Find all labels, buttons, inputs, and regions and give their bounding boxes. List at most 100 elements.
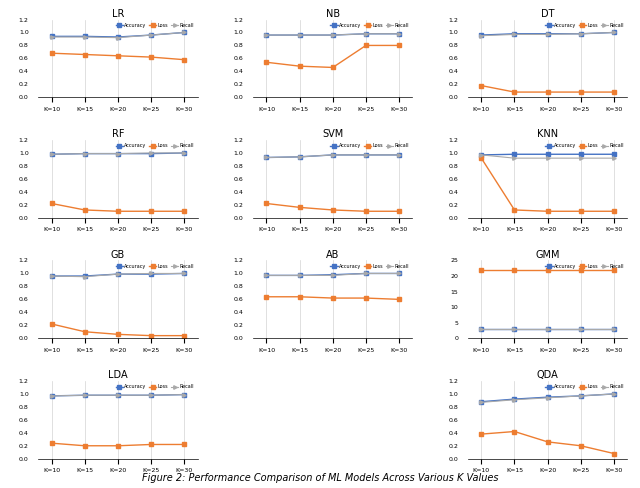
Loss: [610, 267, 618, 273]
Title: GMM: GMM: [536, 250, 560, 260]
Line: Accuracy: Accuracy: [50, 31, 186, 39]
Title: LDA: LDA: [108, 370, 128, 380]
Loss: [577, 208, 584, 214]
Line: Accuracy: Accuracy: [265, 272, 401, 277]
Loss: [610, 450, 618, 456]
Accuracy: [81, 392, 89, 398]
Accuracy: [577, 31, 584, 37]
Accuracy: [329, 272, 337, 278]
Recall: [396, 270, 403, 276]
Loss: [329, 207, 337, 213]
Line: Recall: Recall: [265, 153, 401, 159]
Loss: [48, 201, 56, 206]
Legend: Accuracy, Loss, Recall: Accuracy, Loss, Recall: [330, 142, 410, 149]
Accuracy: [114, 151, 122, 157]
Accuracy: [396, 31, 403, 37]
Line: Loss: Loss: [479, 84, 616, 94]
Line: Recall: Recall: [265, 32, 401, 37]
Recall: [544, 155, 552, 161]
Loss: [180, 208, 188, 214]
Loss: [610, 89, 618, 95]
Recall: [577, 393, 584, 399]
Loss: [114, 208, 122, 214]
Recall: [180, 270, 188, 276]
Line: Loss: Loss: [50, 202, 186, 213]
Recall: [296, 32, 303, 38]
Recall: [396, 31, 403, 37]
Line: Loss: Loss: [50, 442, 186, 447]
Recall: [511, 397, 518, 403]
Loss: [511, 428, 518, 434]
Accuracy: [477, 399, 485, 405]
Legend: Accuracy, Loss, Recall: Accuracy, Loss, Recall: [330, 22, 410, 29]
Loss: [114, 443, 122, 448]
Loss: [544, 208, 552, 214]
Accuracy: [296, 272, 303, 278]
Recall: [147, 150, 155, 156]
Recall: [296, 272, 303, 278]
Line: Recall: Recall: [479, 327, 616, 331]
Accuracy: [180, 270, 188, 276]
Title: KNN: KNN: [537, 129, 558, 139]
Recall: [81, 34, 89, 40]
Loss: [477, 267, 485, 273]
Recall: [511, 155, 518, 161]
Recall: [114, 392, 122, 398]
Loss: [147, 333, 155, 339]
Recall: [48, 393, 56, 399]
Loss: [296, 294, 303, 300]
Recall: [329, 32, 337, 38]
Loss: [362, 295, 370, 301]
Accuracy: [329, 152, 337, 158]
Title: GB: GB: [111, 250, 125, 260]
Title: AB: AB: [326, 250, 339, 260]
Legend: Accuracy, Loss, Recall: Accuracy, Loss, Recall: [115, 384, 195, 390]
Loss: [396, 208, 403, 214]
Recall: [577, 326, 584, 332]
Loss: [396, 296, 403, 302]
Line: Recall: Recall: [265, 272, 401, 277]
Recall: [262, 32, 270, 38]
Line: Recall: Recall: [479, 153, 616, 160]
Legend: Accuracy, Loss, Recall: Accuracy, Loss, Recall: [545, 22, 625, 29]
Line: Loss: Loss: [479, 430, 616, 455]
Legend: Accuracy, Loss, Recall: Accuracy, Loss, Recall: [115, 22, 195, 29]
Recall: [48, 151, 56, 157]
Line: Accuracy: Accuracy: [479, 392, 616, 404]
Accuracy: [296, 32, 303, 38]
Line: Recall: Recall: [50, 272, 186, 279]
Recall: [296, 154, 303, 160]
Loss: [81, 52, 89, 58]
Accuracy: [544, 151, 552, 157]
Accuracy: [81, 34, 89, 40]
Line: Accuracy: Accuracy: [265, 32, 401, 37]
Loss: [362, 42, 370, 48]
Loss: [362, 208, 370, 214]
Accuracy: [511, 396, 518, 402]
Line: Loss: Loss: [479, 268, 616, 271]
Text: Figure 2: Performance Comparison of ML Models Across Various K Values: Figure 2: Performance Comparison of ML M…: [141, 473, 499, 483]
Line: Accuracy: Accuracy: [479, 327, 616, 331]
Accuracy: [180, 150, 188, 156]
Recall: [114, 271, 122, 277]
Recall: [577, 155, 584, 161]
Line: Loss: Loss: [265, 44, 401, 69]
Loss: [147, 208, 155, 214]
Recall: [362, 31, 370, 37]
Recall: [544, 395, 552, 401]
Line: Accuracy: Accuracy: [50, 272, 186, 278]
Accuracy: [610, 391, 618, 397]
Accuracy: [48, 151, 56, 157]
Accuracy: [511, 151, 518, 157]
Line: Recall: Recall: [479, 392, 616, 404]
Loss: [262, 294, 270, 300]
Recall: [81, 151, 89, 157]
Recall: [329, 272, 337, 278]
Accuracy: [180, 392, 188, 398]
Accuracy: [477, 152, 485, 158]
Loss: [296, 63, 303, 69]
Loss: [262, 60, 270, 65]
Loss: [577, 443, 584, 448]
Accuracy: [477, 326, 485, 332]
Loss: [81, 443, 89, 448]
